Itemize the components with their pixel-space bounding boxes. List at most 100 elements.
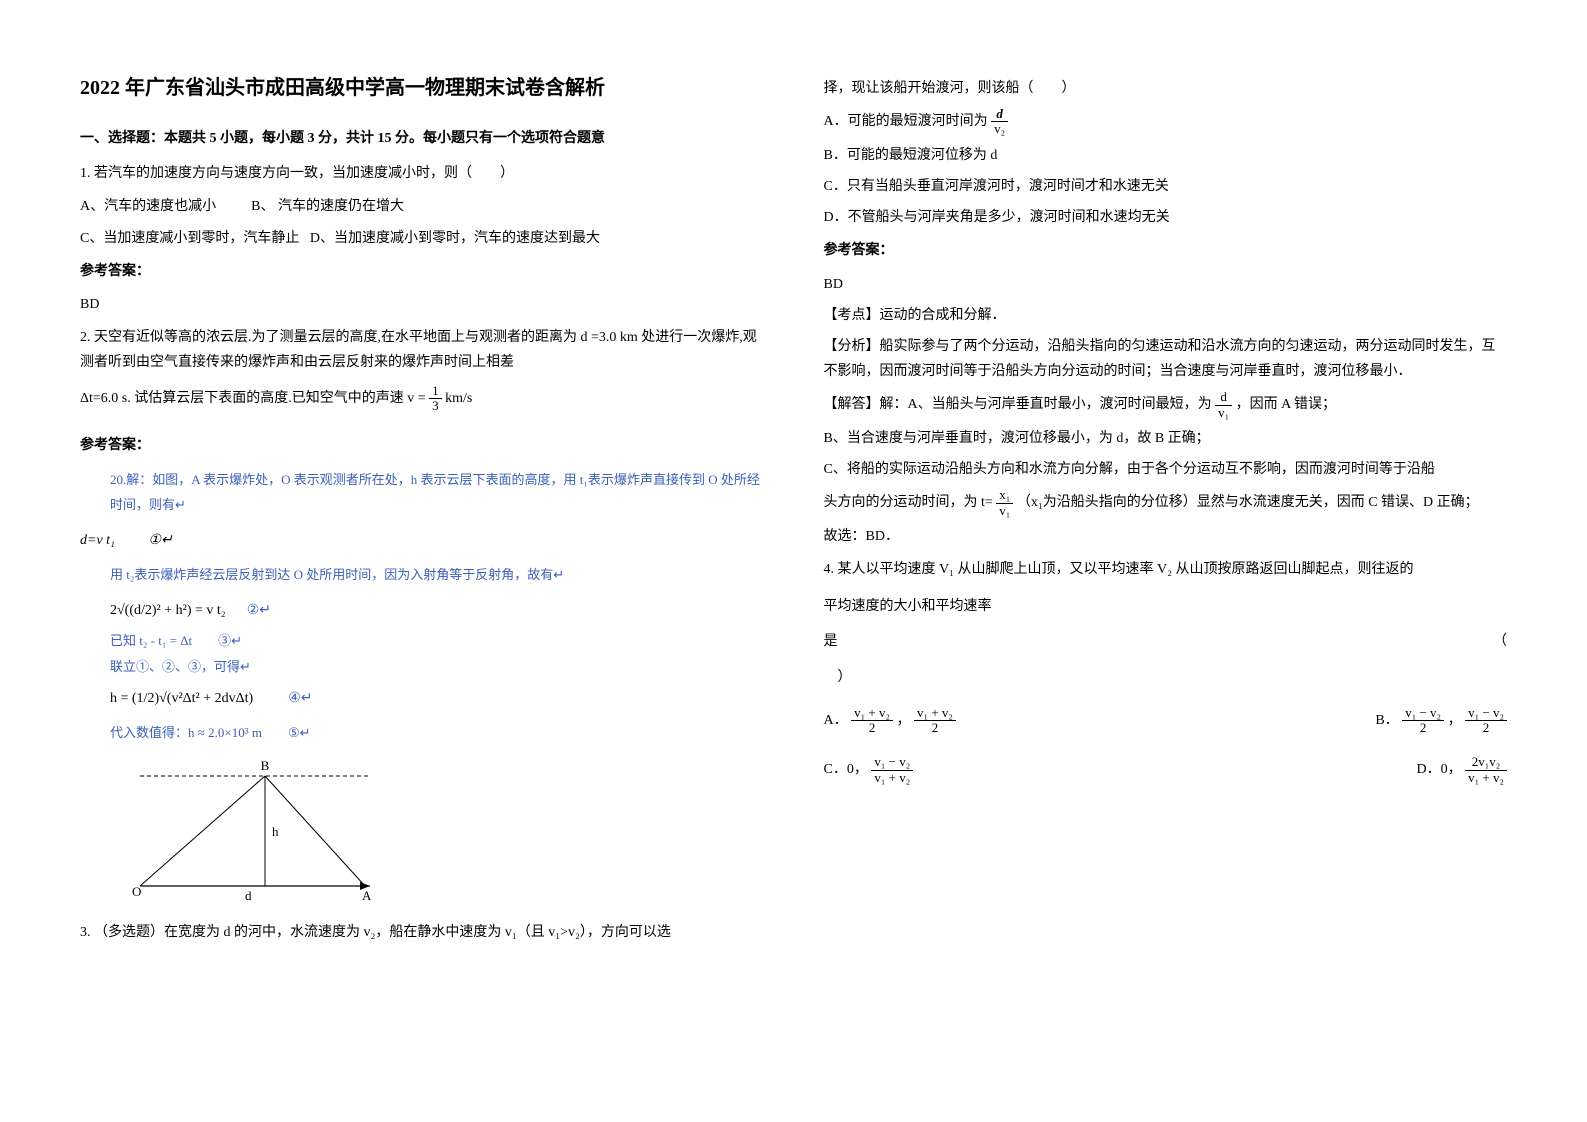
q3-stem2: 择，现让该船开始渡河，则该船（ ） [824,76,1508,101]
q3-ex-c2-num: x₁ [996,488,1013,503]
q4-bracket-close: ） [824,665,1508,690]
q4-row-AB: A． v₁ + v₂ 2 ， v₁ + v₂ 2 B． v₁ − v₂ 2 ， … [824,706,1508,736]
q3-optA-frac: d v₂ [991,107,1008,137]
q2-eq1-text: 2√((d/2)² + h²) = v t₂ [110,603,226,618]
q3-ex-pre: 【解答】解：A、当船头与河岸垂直时最小，渡河时间最短，为 [824,397,1212,412]
q3-optA-num: d [991,107,1008,122]
right-column: 择，现让该船开始渡河，则该船（ ） A．可能的最短渡河时间为 d v₂ B．可能… [794,70,1538,1052]
q2-ref-label: 参考答案： [80,433,764,458]
q1-answer: BD [80,292,764,317]
q3-optD: D．不管船头与河岸夹角是多少，渡河时间和水速均无关 [824,205,1508,230]
q1-optD: D、当加速度减小到零时，汽车的速度达到最大 [310,231,600,246]
q2-sol-l2-post: ①↵ [148,533,172,548]
q4-D-fd: v₁ + v₂ [1465,771,1507,785]
q3-ex-c2-post: （x₁为沿船头指向的分位移）显然与水流速度无关，因而 C 错误、D 正确； [1017,495,1479,510]
q4-optC: C．0， v₁ − v₂ v₁ + v₂ [824,755,914,785]
q4-optA: A． v₁ + v₂ 2 ， v₁ + v₂ 2 [824,706,956,736]
q3-ex-frac: d v₁ [1215,390,1232,420]
q2-eq1-num: ②↵ [247,603,271,618]
q4-B-label: B． [1375,713,1398,728]
q2-sol-l6: 代入数值得：h ≈ 2.0×10³ m ⑤↵ [110,721,764,746]
q4-C-label: C．0， [824,762,868,777]
q2-sol-l2-pre: d=v t₁ [80,533,115,548]
q3-optA: A．可能的最短渡河时间为 d v₂ [824,107,1508,137]
q1-optB: B、 汽车的速度仍在增大 [251,199,404,214]
q3-answer: BD [824,272,1508,297]
q2-stem-a: 2. 天空有近似等高的浓云层.为了测量云层的高度,在水平地面上与观测者的距离为 … [80,325,764,375]
q1-ref-label: 参考答案： [80,259,764,284]
q4-bracket-open: （ [1493,629,1507,654]
q3-ex-c2-pre: 头方向的分运动时间，为 t= [824,495,993,510]
q2-stem-b: Δt=6.0 s. 试估算云层下表面的高度.已知空气中的声速 v = 1 3 k… [80,384,764,414]
q4-optD: D．0， 2v₁v₂ v₁ + v₂ [1416,755,1507,785]
q4-A-f2n: v₁ + v₂ [914,706,956,721]
q2-frac-den: 3 [429,399,442,413]
q4-stem3: 是 [824,629,838,654]
left-column: 2022 年广东省汕头市成田高级中学高一物理期末试卷含解析 一、选择题：本题共 … [50,70,794,1052]
q2-sol-l2: d=v t₁ ①↵ [80,528,764,553]
q2-diagram: B O A d h [110,756,390,906]
q2-eq2-text: h = (1/2)√(v²Δt² + 2dvΔt) [110,691,253,706]
q4-C-frac: v₁ − v₂ v₁ + v₂ [871,755,913,785]
q2-sol-l4: 已知 t₂ - t₁ = Δt ③↵ [110,629,764,654]
q2-solution: 20.解：如图，A 表示爆炸处，O 表示观测者所在处，h 表示云层下表面的高度，… [110,468,764,517]
q4-B-frac1: v₁ − v₂ 2 [1402,706,1444,736]
q2-sol-eq2: h = (1/2)√(v²Δt² + 2dvΔt) ④↵ [110,686,764,711]
q4-stem2: 平均速度的大小和平均速率 [824,594,1508,619]
q4-A-sep: ， [897,713,911,728]
diagram-B: B [261,758,270,773]
q3-explain-A: 【解答】解：A、当船头与河岸垂直时最小，渡河时间最短，为 d v₁ ，因而 A … [824,390,1508,420]
q3-analysis: 【分析】船实际参与了两个分运动，沿船头指向的匀速运动和沿水流方向的匀速运动，两分… [824,334,1508,384]
q2-sol-l6-pre: 代入数值得：h ≈ 2.0×10³ m [110,725,262,740]
q4-B-frac2: v₁ − v₂ 2 [1465,706,1507,736]
q2-sol-l5: 联立①、②、③，可得↵ [110,655,764,680]
q3-ex-c2-den: v₁ [996,504,1013,518]
q3-optA-den: v₂ [991,122,1008,136]
q4-stem: 4. 某人以平均速度 V₁ 从山脚爬上山顶，又以平均速率 V₂ 从山顶按原路返回… [824,557,1508,582]
diagram-d: d [245,888,252,903]
q3-explain-C: C、将船的实际运动沿船头方向和水流方向分解，由于各个分运动互不影响，因而渡河时间… [824,457,1508,482]
q3-optA-pre: A．可能的最短渡河时间为 [824,114,988,129]
q3-select: 故选：BD． [824,524,1508,549]
diagram-A: A [362,888,372,903]
q3-ex-c2-frac: x₁ v₁ [996,488,1013,518]
q4-optB: B． v₁ − v₂ 2 ， v₁ − v₂ 2 [1375,706,1507,736]
q2-sol-l6-num: ⑤↵ [288,725,311,740]
q4-C-fd: v₁ + v₂ [871,771,913,785]
q3-ex-den: v₁ [1215,406,1232,420]
q3-ref-label: 参考答案： [824,238,1508,263]
q1-opts-ab: A、汽车的速度也减小 B、 汽车的速度仍在增大 [80,194,764,219]
q3-explain-B: B、当合速度与河岸垂直时，渡河位移最小，为 d，故 B 正确； [824,426,1508,451]
q2-stem-b-pre: Δt=6.0 s. 试估算云层下表面的高度.已知空气中的声速 v = [80,391,426,406]
q3-kp: 【考点】运动的合成和分解． [824,303,1508,328]
q4-A-frac1: v₁ + v₂ 2 [851,706,893,736]
q1-optA: A、汽车的速度也减小 [80,199,216,214]
q4-D-frac: 2v₁v₂ v₁ + v₂ [1465,755,1507,785]
q1-opts-cd: C、当加速度减小到零时，汽车静止 D、当加速度减小到零时，汽车的速度达到最大 [80,226,764,251]
q3-ex-num: d [1215,390,1232,405]
q3-ex-post: ，因而 A 错误； [1236,397,1336,412]
q1-stem: 1. 若汽车的加速度方向与速度方向一致，当加速度减小时，则（ ） [80,161,764,186]
q4-B-sep: ， [1448,713,1462,728]
q2-eq2-num: ④↵ [288,691,312,706]
page-title: 2022 年广东省汕头市成田高级中学高一物理期末试卷含解析 [80,70,764,106]
q2-sol-l3: 用 t₂表示爆炸声经云层反射到达 O 处所用时间，因为入射角等于反射角，故有↵ [110,563,764,588]
section-heading: 一、选择题：本题共 5 小题，每小题 3 分，共计 15 分。每小题只有一个选项… [80,126,764,151]
q2-stem-b-post: km/s [445,391,472,406]
q4-B-f2d: 2 [1465,721,1507,735]
q4-B-f1d: 2 [1402,721,1444,735]
diagram-h: h [272,824,279,839]
q2-frac-num: 1 [429,384,442,399]
q4-D-label: D．0， [1416,762,1461,777]
q4-B-f1n: v₁ − v₂ [1402,706,1444,721]
diagram-O: O [132,884,141,899]
q4-B-f2n: v₁ − v₂ [1465,706,1507,721]
q2-frac: 1 3 [429,384,442,414]
q3-optC: C．只有当船头垂直河岸渡河时，渡河时间才和水速无关 [824,174,1508,199]
q4-stem3-row: 是 （ [824,629,1508,654]
q4-A-f1d: 2 [851,721,893,735]
q4-row-CD: C．0， v₁ − v₂ v₁ + v₂ D．0， 2v₁v₂ v₁ + v₂ [824,755,1508,785]
q4-D-fn: 2v₁v₂ [1465,755,1507,770]
q3-stem: 3. （多选题）在宽度为 d 的河中，水流速度为 v₂，船在静水中速度为 v₁（… [80,920,764,945]
q2-sol-eq1: 2√((d/2)² + h²) = v t₂ ②↵ [110,598,764,623]
